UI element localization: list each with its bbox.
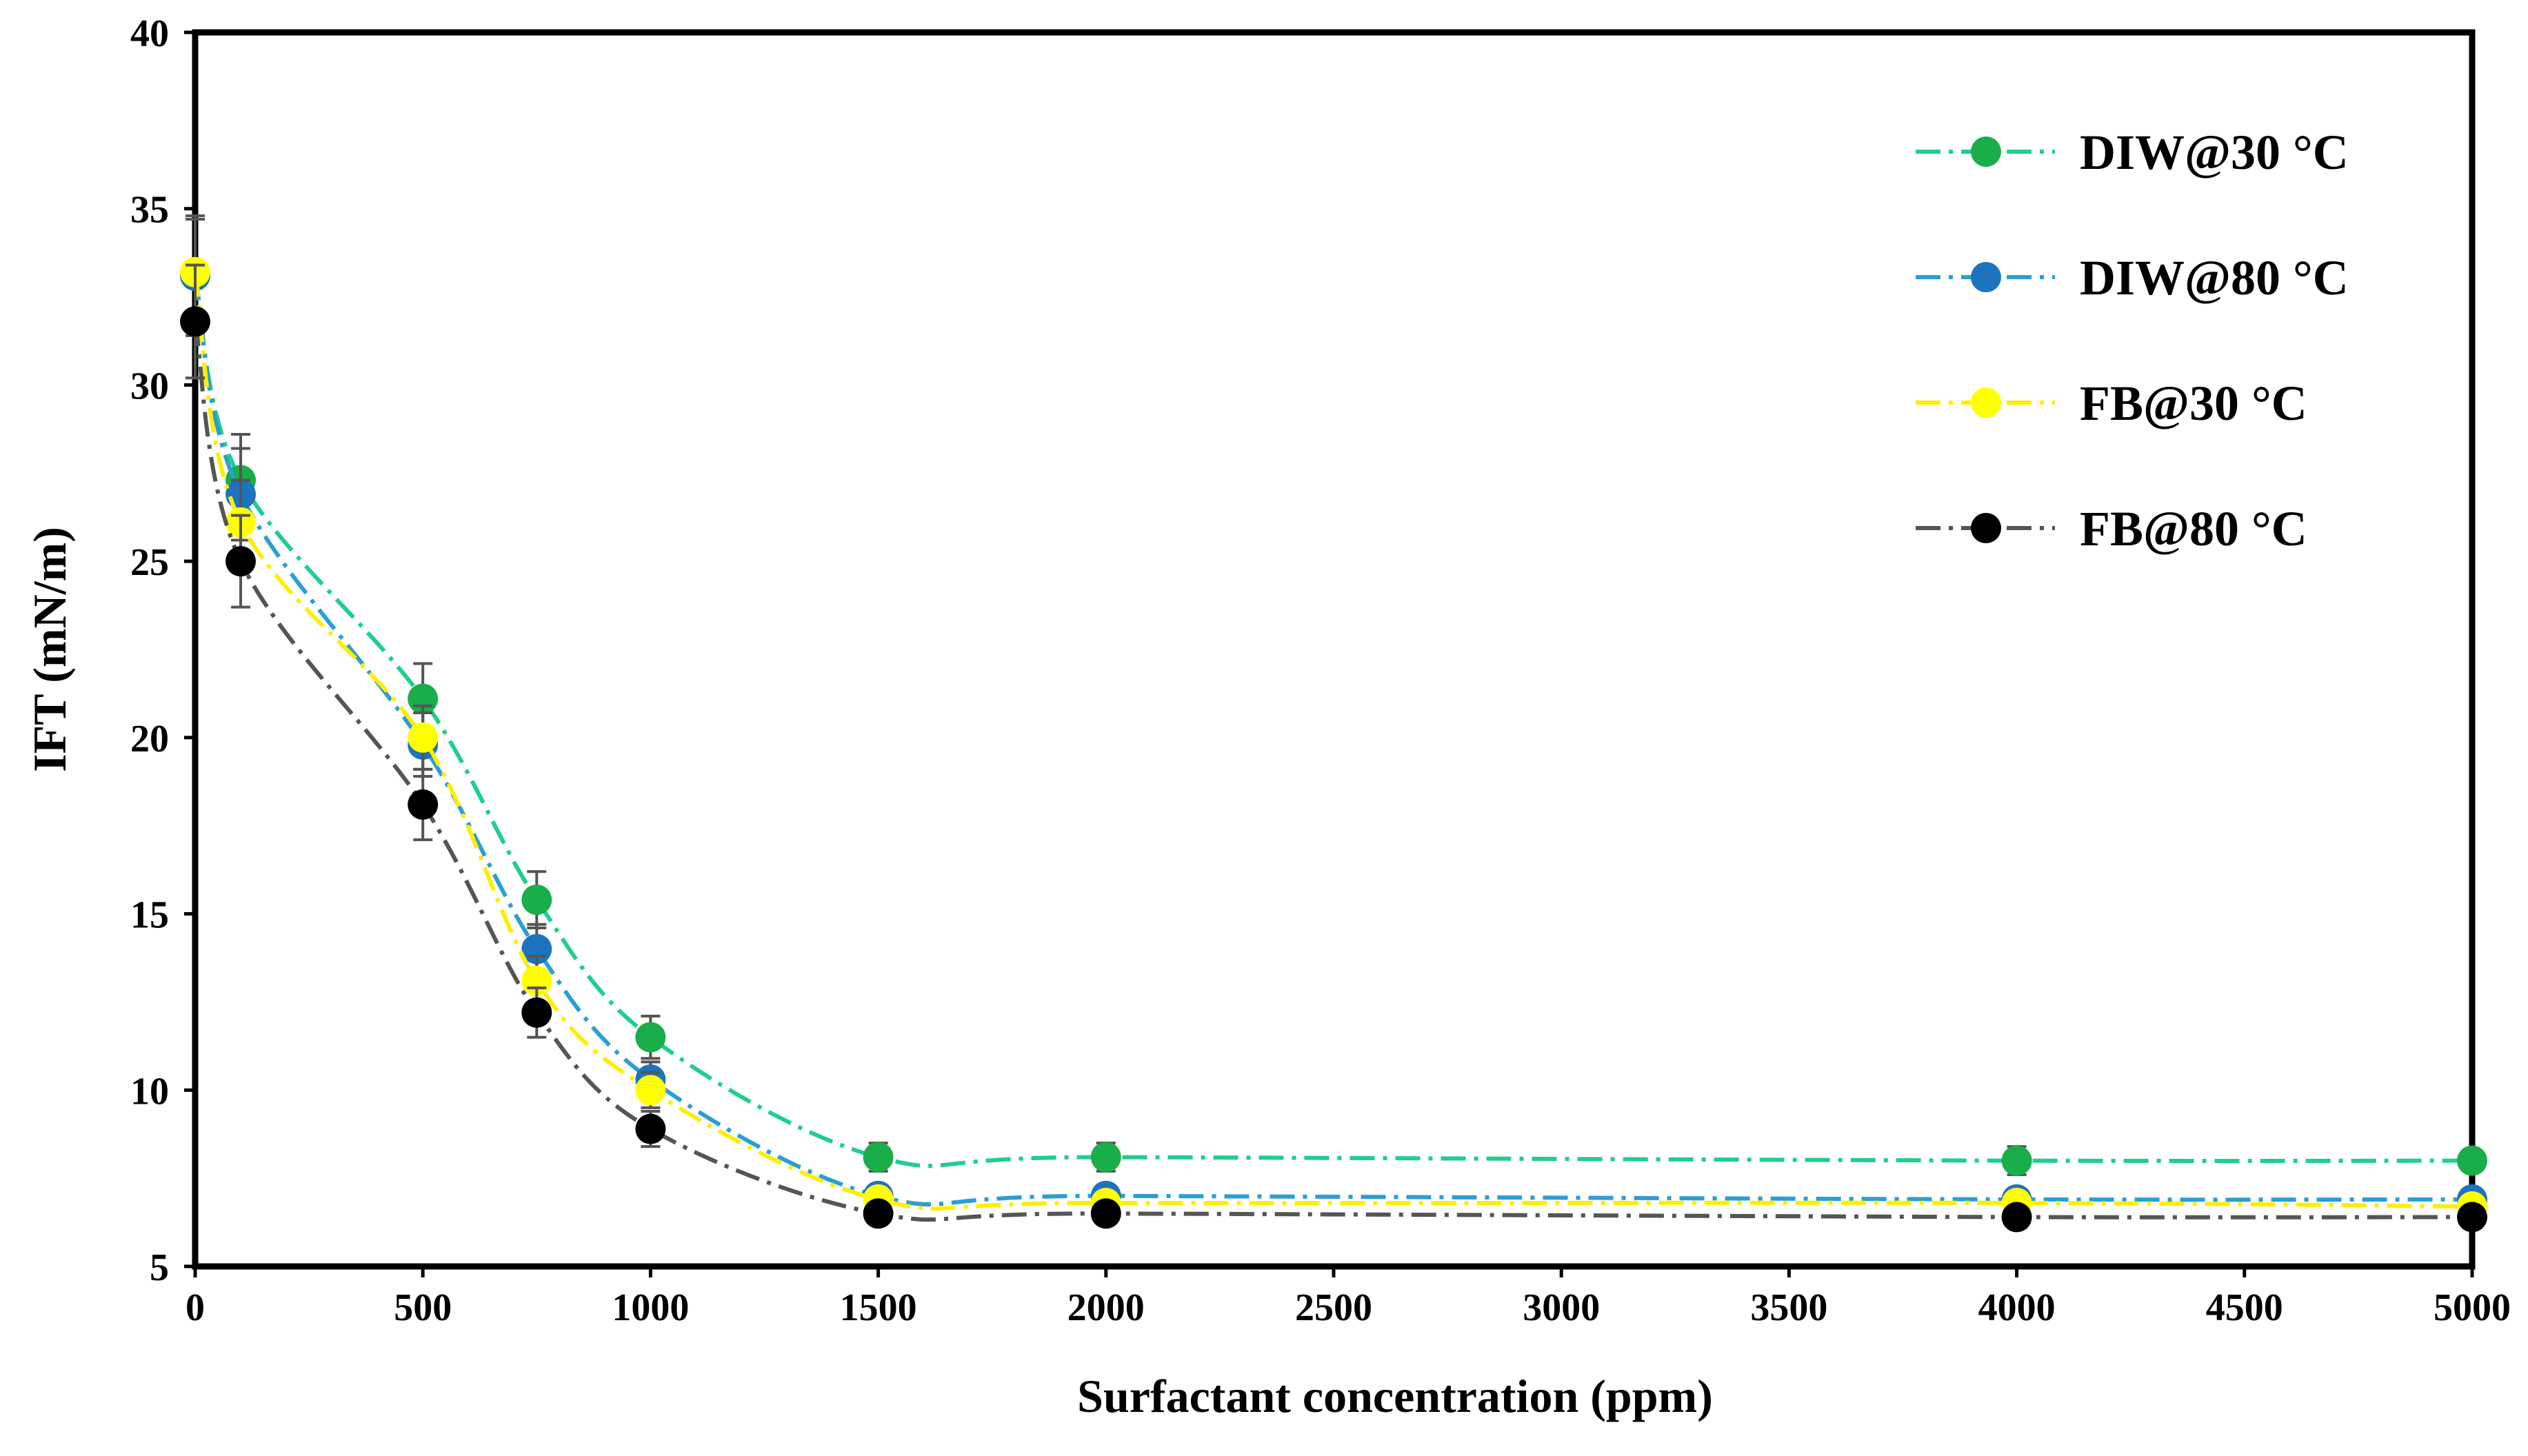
y-tick-label: 5 <box>150 1246 169 1289</box>
y-tick-label: 15 <box>130 894 169 937</box>
x-tick-label: 5000 <box>2434 1286 2511 1329</box>
legend-entry: FB@80 °C <box>1916 501 2307 556</box>
series-line <box>193 272 2473 1211</box>
data-point <box>635 1113 666 1144</box>
x-tick-label: 2500 <box>1295 1286 1372 1329</box>
data-point <box>180 306 210 337</box>
x-tick-label: 3000 <box>1523 1286 1600 1329</box>
data-point <box>1090 1142 1121 1173</box>
x-tick-label: 1000 <box>612 1286 689 1329</box>
legend: DIW@30 °C DIW@80 °C FB@30 °C FB@80 °C <box>1916 125 2349 556</box>
legend-label: DIW@80 °C <box>2080 250 2349 305</box>
data-point <box>408 722 439 753</box>
data-point <box>635 1022 666 1053</box>
y-tick-label: 20 <box>130 718 169 760</box>
x-tick-label: 1500 <box>840 1286 917 1329</box>
y-tick-label: 40 <box>130 12 169 55</box>
data-point <box>521 997 552 1028</box>
legend-entry: DIW@30 °C <box>1916 125 2349 180</box>
data-point <box>2001 1145 2032 1176</box>
data-point <box>225 546 257 577</box>
series-line <box>193 275 2473 1169</box>
series-fb-80-c <box>180 263 2487 1233</box>
legend-label: FB@80 °C <box>2080 501 2307 556</box>
data-point <box>2457 1202 2487 1233</box>
legend-marker <box>1971 387 2001 418</box>
x-tick-label: 4000 <box>1978 1286 2056 1329</box>
data-point <box>1090 1198 1121 1229</box>
y-tick-label: 35 <box>130 189 169 232</box>
y-tick-label: 10 <box>130 1070 169 1113</box>
legend-label: DIW@30 °C <box>2080 125 2349 180</box>
x-tick-label: 500 <box>394 1286 452 1329</box>
series-diw-30-c <box>180 214 2487 1177</box>
x-tick-label: 0 <box>185 1286 205 1329</box>
legend-entry: DIW@80 °C <box>1916 250 2349 305</box>
series-fb-30-c <box>180 214 2487 1222</box>
x-axis-title: Surfactant concentration (ppm) <box>1077 1370 1713 1422</box>
legend-marker <box>1971 262 2001 292</box>
legend-marker <box>1971 136 2001 167</box>
ticks-layer: 0 500 1000 1500 2000 2500 3000 3500 4000 4500 5000… <box>130 12 2511 1329</box>
data-point <box>2457 1145 2487 1176</box>
series-diw-80-c <box>180 218 2487 1215</box>
y-tick-label: 30 <box>130 365 169 407</box>
series-line <box>193 321 2473 1222</box>
legend-label: FB@30 °C <box>2080 376 2307 431</box>
x-tick-label: 2000 <box>1067 1286 1145 1329</box>
series-layer <box>180 214 2487 1233</box>
x-tick-label: 3500 <box>1750 1286 1827 1329</box>
legend-marker <box>1971 513 2001 543</box>
data-point <box>635 1075 666 1106</box>
legend-entry: FB@30 °C <box>1916 376 2307 431</box>
y-axis-title: IFT (mN/m) <box>23 527 76 772</box>
x-tick-label: 4500 <box>2206 1286 2283 1329</box>
data-point <box>521 884 552 916</box>
plot-area-frame <box>192 29 2476 1270</box>
data-point <box>863 1198 894 1229</box>
y-tick-label: 25 <box>130 541 169 584</box>
data-point <box>408 789 439 820</box>
data-point <box>2001 1202 2032 1233</box>
series-line <box>193 275 2473 1207</box>
data-point <box>863 1142 894 1173</box>
